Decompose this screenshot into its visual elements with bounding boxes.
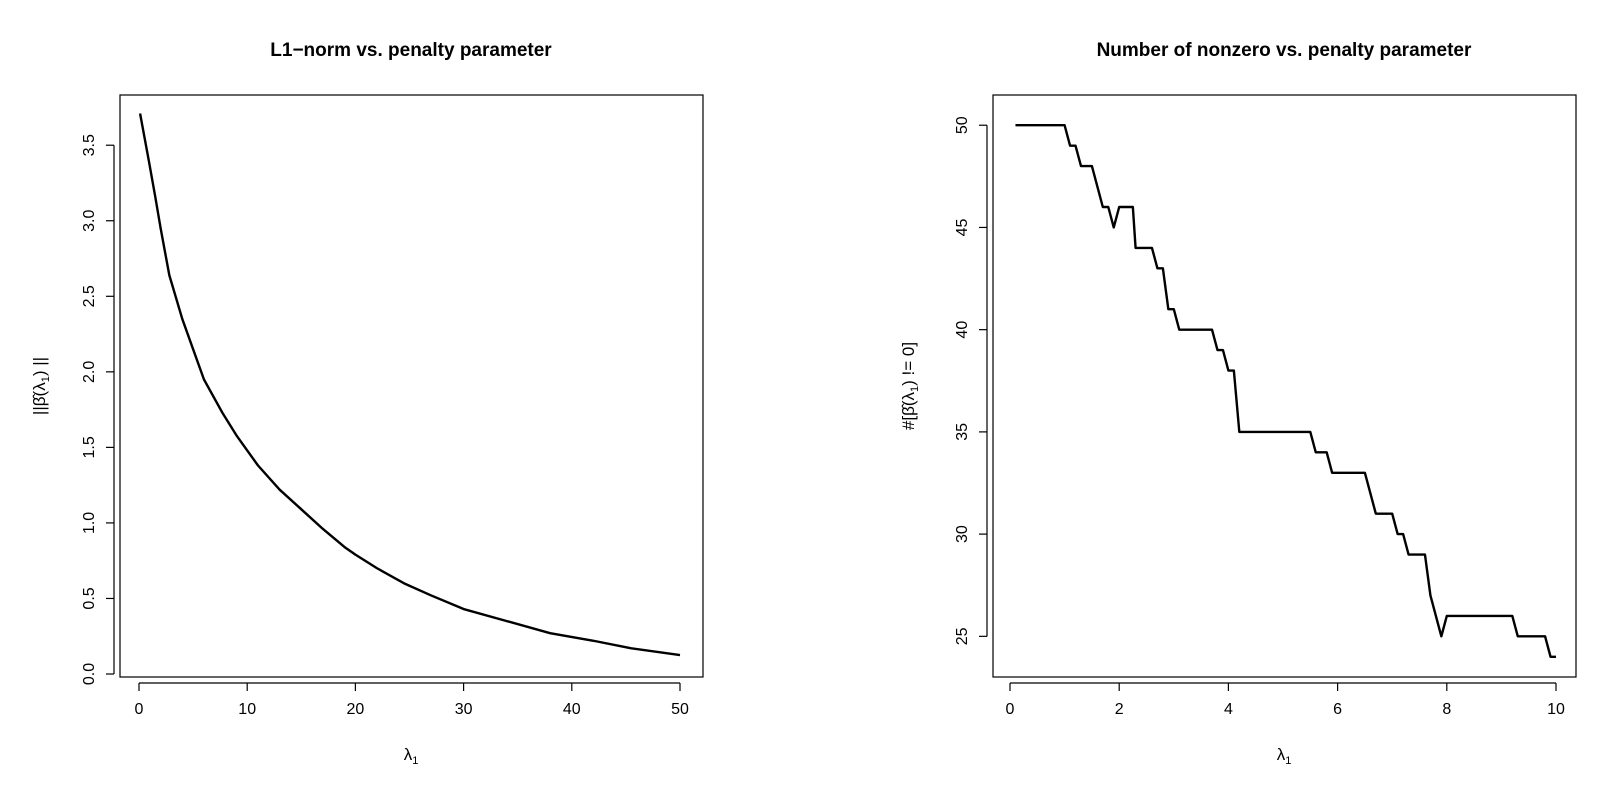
nonzero-y-tick-label: 45: [954, 218, 971, 236]
l1-series-line: [138, 113, 681, 657]
l1-y-tick-label: 1.5: [81, 436, 98, 458]
l1-chart-title: L1−norm vs. penalty parameter: [270, 40, 552, 61]
l1-x-tick-label: 40: [563, 701, 581, 718]
nonzero-x-axis-label: λ1: [1277, 745, 1292, 767]
nonzero-y-axis-label-tail: ) != 0]: [899, 342, 918, 386]
l1-y-tick-label: 3.0: [81, 210, 98, 232]
nonzero-y-axis-label: #[β̂(λ1) != 0]: [899, 342, 921, 430]
l1-y-tick-label: 0.0: [81, 663, 98, 685]
nonzero-y-axis-label-subscript: 1: [909, 386, 921, 392]
nonzero-y-tick-label: 30: [954, 525, 971, 543]
l1-x-tick-label: 50: [671, 701, 689, 718]
l1-y-tick-label: 2.0: [81, 361, 98, 383]
l1-x-tick-label: 10: [238, 701, 256, 718]
nonzero-y-tick-label: 50: [954, 116, 971, 134]
l1-x-tick-label: 20: [347, 701, 365, 718]
l1-y-tick-label: 0.5: [81, 587, 98, 609]
l1-x-tick-label: 0: [135, 701, 144, 718]
nonzero-x-tick-label: 8: [1442, 701, 1451, 718]
nonzero-x-tick-label: 4: [1224, 701, 1233, 718]
nonzero-x-tick-label: 10: [1547, 701, 1565, 718]
l1-y-tick-label: 3.5: [81, 134, 98, 156]
nonzero-x-axis-label-main: λ: [1277, 745, 1286, 764]
l1-x-axis-label-subscript: 1: [412, 755, 418, 767]
l1-y-axis-label: ||β̂(λ1) ||: [30, 357, 52, 415]
nonzero-x-tick-label: 2: [1115, 701, 1124, 718]
l1-y-axis-label-main: ||β̂(λ: [30, 382, 49, 415]
l1-norm-panel: L1−norm vs. penalty parameter 0 10 20 30 40 50…: [30, 40, 704, 767]
l1-y-tick-label: 1.0: [81, 512, 98, 534]
l1-y-axis-label-subscript: 1: [40, 376, 52, 382]
nonzero-x-tick-label: 0: [1006, 701, 1015, 718]
nonzero-chart-title: Number of nonzero vs. penalty parameter: [1097, 40, 1472, 61]
nonzero-count-panel: Number of nonzero vs. penalty parameter 0…: [899, 40, 1577, 767]
nonzero-series-line: [1015, 124, 1556, 658]
l1-plot-frame: [119, 94, 704, 678]
nonzero-y-tick-label: 35: [954, 423, 971, 441]
nonzero-x-tick-label: 6: [1333, 701, 1342, 718]
nonzero-y-tick-label: 40: [954, 321, 971, 339]
nonzero-y-tick-label: 25: [954, 627, 971, 645]
l1-x-axis-label-main: λ: [404, 745, 413, 764]
nonzero-y-axis-label-main: #[β̂(λ: [899, 391, 918, 430]
nonzero-plot-frame: [992, 94, 1577, 678]
l1-x-tick-label: 30: [455, 701, 473, 718]
l1-x-axis-label: λ1: [404, 745, 419, 767]
nonzero-x-axis-label-subscript: 1: [1285, 755, 1291, 767]
l1-y-axis-label-tail: ) ||: [30, 357, 49, 376]
l1-y-tick-label: 2.5: [81, 285, 98, 307]
